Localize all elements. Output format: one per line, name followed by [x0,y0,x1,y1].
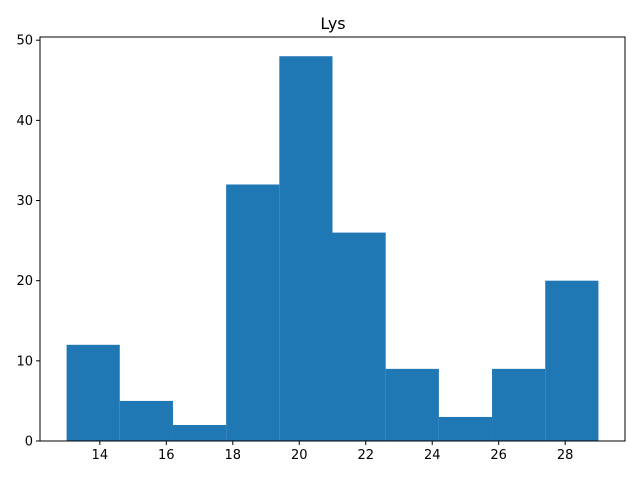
histogram-bar [545,280,599,441]
histogram-bar [332,232,386,441]
x-tick-label: 18 [225,448,242,463]
y-tick-label: 10 [16,354,33,369]
x-tick-label: 14 [92,448,109,463]
y-tick-label: 0 [25,435,33,450]
histogram-bar [66,344,120,441]
plot-frame [39,36,626,442]
x-tick-label: 26 [490,448,507,463]
y-tick-label: 30 [16,194,33,209]
histogram-bar [119,400,173,441]
y-tick-label: 20 [16,274,33,289]
x-tick-label: 24 [424,448,441,463]
x-tick-label: 28 [557,448,574,463]
histogram-bar [279,56,333,441]
x-axis: 14 16 18 20 22 24 26 28 [92,441,574,463]
x-tick-label: 16 [158,448,175,463]
histogram-bar [226,184,280,441]
x-tick-label: 20 [291,448,308,463]
histogram-bar [438,416,493,441]
y-tick-label: 40 [16,114,33,129]
histogram-bar [385,368,439,441]
histogram-bar [172,424,227,441]
bars-group [66,56,599,441]
histogram-bar [492,368,546,441]
x-tick-label: 22 [357,448,374,463]
chart-title: Lys [320,14,345,33]
y-axis: 0 10 20 30 40 50 [16,34,40,450]
y-tick-label: 50 [16,34,33,49]
